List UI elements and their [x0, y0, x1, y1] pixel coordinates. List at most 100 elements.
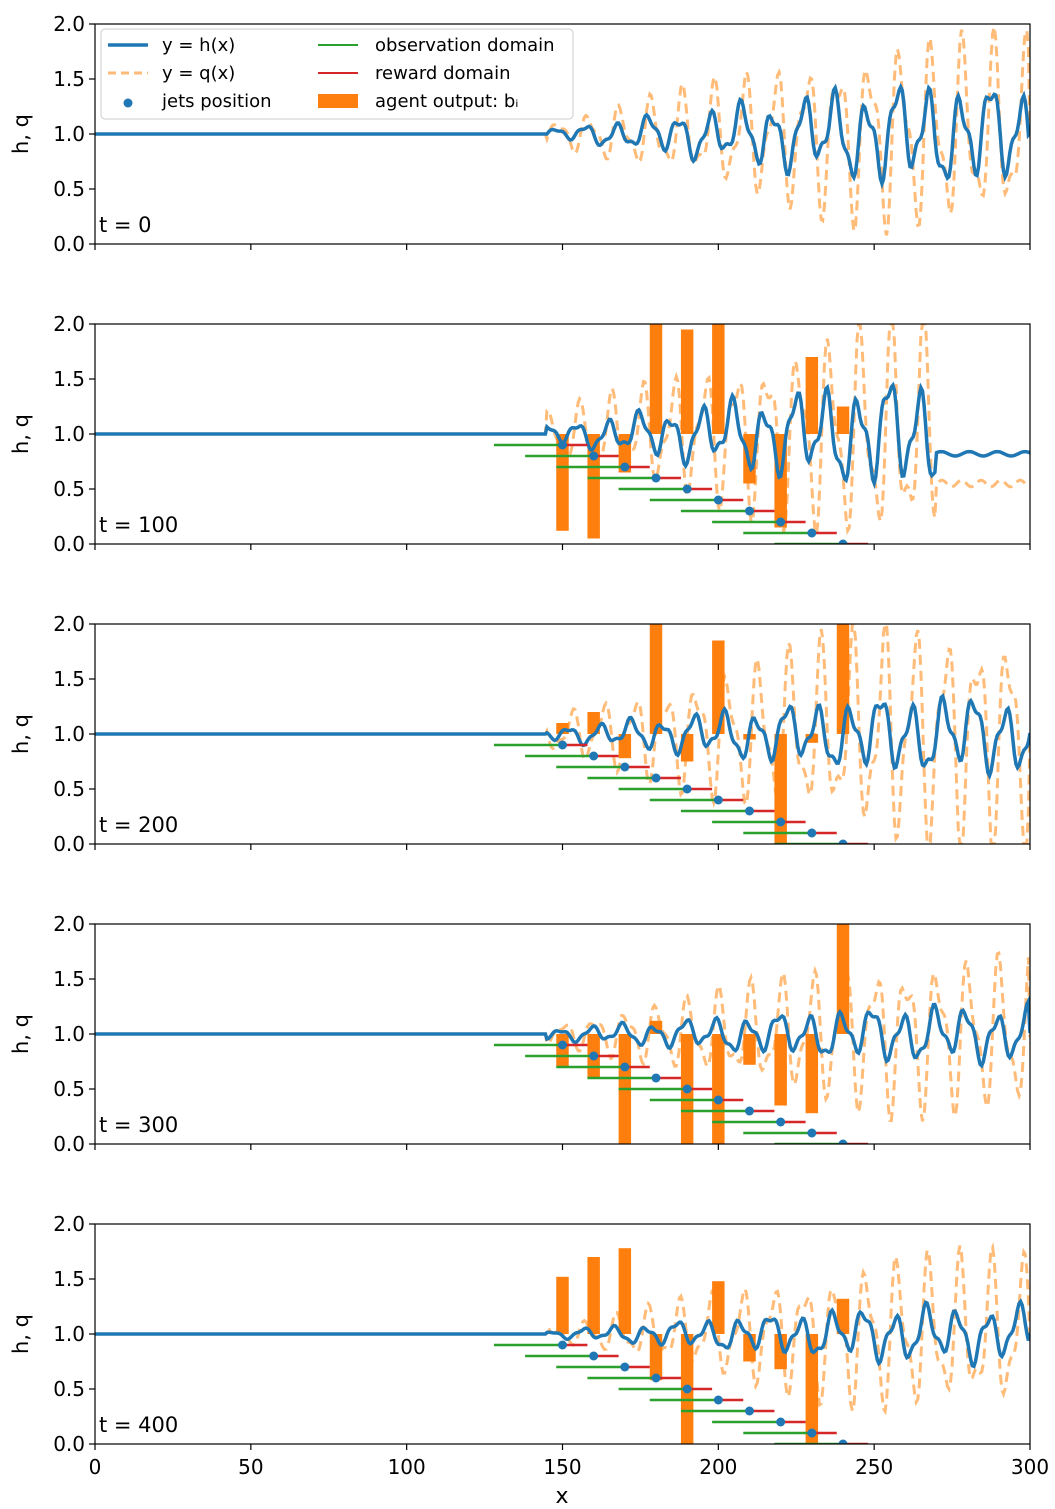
- jet-marker: [745, 1407, 754, 1416]
- agent-output-bar: [806, 357, 818, 434]
- y-tick-label: 2.0: [53, 12, 85, 36]
- legend-swatch-marker: [124, 99, 133, 108]
- y-tick-label: 2.0: [53, 912, 85, 936]
- jet-marker: [589, 752, 598, 761]
- y-tick-label: 1.5: [53, 667, 85, 691]
- panel-time-label: t = 0: [99, 213, 152, 237]
- jet-marker: [652, 1074, 661, 1083]
- jet-marker: [589, 452, 598, 461]
- panel-time-label: t = 200: [99, 813, 178, 837]
- agent-output-bar: [650, 624, 662, 734]
- legend-label: jets position: [161, 91, 272, 112]
- jet-marker: [683, 1385, 692, 1394]
- panel-time-label: t = 100: [99, 513, 178, 537]
- legend-label: agent output: bᵢ: [375, 91, 519, 112]
- agent-output-bar: [556, 1277, 568, 1334]
- plot-area: [95, 1246, 1030, 1449]
- x-tick-label: 300: [1011, 1455, 1049, 1479]
- jet-marker: [558, 441, 567, 450]
- y-tick-label: 1.5: [53, 367, 85, 391]
- panels: 0.0 0.5 1.0 1.5 2.0 h, q t = 0 y = h(x) y = q(x)…: [9, 12, 1049, 1479]
- y-axis-label: h, q: [9, 1014, 33, 1054]
- jet-marker: [589, 1052, 598, 1061]
- y-tick-label: 0.0: [53, 1432, 85, 1456]
- y-tick-label: 2.0: [53, 612, 85, 636]
- panel-2: 0.0 0.5 1.0 1.5 2.0 h, q t = 200: [9, 612, 1030, 856]
- agent-output-bar: [774, 1034, 786, 1106]
- jet-marker: [776, 818, 785, 827]
- jet-marker: [652, 774, 661, 783]
- agent-output-bar: [587, 1257, 599, 1334]
- jet-marker: [683, 485, 692, 494]
- y-tick-label: 0.0: [53, 232, 85, 256]
- y-tick-label: 0.5: [53, 177, 85, 201]
- jet-marker: [807, 1129, 816, 1138]
- panel-time-label: t = 300: [99, 1113, 178, 1137]
- y-tick-label: 1.0: [53, 722, 85, 746]
- jet-marker: [807, 829, 816, 838]
- jet-marker: [807, 529, 816, 538]
- jet-marker: [558, 741, 567, 750]
- agent-output-bar: [837, 624, 849, 734]
- jet-marker: [745, 1107, 754, 1116]
- panel-0: 0.00.51.01.52.0h, qt = 0y = h(x)y = q(x)…: [9, 12, 1030, 256]
- agent-output-bar: [712, 1281, 724, 1334]
- agent-output-bar: [650, 1334, 662, 1380]
- panel-4: 0.00.51.01.52.0h, q0 50 100 150 200 250 300t =…: [9, 1212, 1049, 1479]
- y-tick-label: 2.0: [53, 312, 85, 336]
- plot-area: [95, 324, 1030, 549]
- agent-output-bar: [650, 324, 662, 434]
- jet-marker: [745, 807, 754, 816]
- y-tick-label: 1.0: [53, 1022, 85, 1046]
- jet-marker: [745, 507, 754, 516]
- agent-output-bar: [806, 1034, 818, 1113]
- jet-marker: [807, 1429, 816, 1438]
- y-tick-label: 1.0: [53, 1322, 85, 1346]
- plot-area: [95, 924, 1030, 1149]
- y-tick-label: 0.0: [53, 832, 85, 856]
- jet-marker: [714, 1396, 723, 1405]
- jet-marker: [589, 1352, 598, 1361]
- x-tick-label: 150: [543, 1455, 581, 1479]
- jet-marker: [776, 1418, 785, 1427]
- jet-marker: [714, 496, 723, 505]
- y-axis-label: h, q: [9, 114, 33, 154]
- jet-marker: [620, 1063, 629, 1072]
- legend-swatch-patch: [318, 94, 358, 108]
- panel-3: 0.00.51.01.52.0h, qt = 300: [9, 912, 1030, 1156]
- y-tick-label: 1.5: [53, 1267, 85, 1291]
- x-axis-label: x: [555, 1484, 568, 1509]
- x-tick-label: 250: [855, 1455, 893, 1479]
- plot-area: [95, 624, 1030, 849]
- jet-marker: [683, 785, 692, 794]
- legend-label: y = q(x): [162, 63, 235, 84]
- y-tick-label: 0.5: [53, 1377, 85, 1401]
- agent-output-bar: [743, 1034, 755, 1065]
- y-tick-label: 1.0: [53, 422, 85, 446]
- agent-output-bar: [619, 1248, 631, 1334]
- panel-1: 0.0 0.5 1.0 1.5 2.0 h, q t = 100: [9, 312, 1030, 556]
- jet-marker: [714, 796, 723, 805]
- y-axis-label: h, q: [9, 714, 33, 754]
- agent-output-bar: [837, 407, 849, 435]
- x-tick-label: 50: [238, 1455, 263, 1479]
- jet-marker: [652, 474, 661, 483]
- jet-marker: [776, 518, 785, 527]
- jet-marker: [652, 1374, 661, 1383]
- jet-marker: [620, 763, 629, 772]
- y-tick-label: 2.0: [53, 1212, 85, 1236]
- y-axis-label: h, q: [9, 414, 33, 454]
- y-tick-label: 0.0: [53, 532, 85, 556]
- agent-output-bar: [712, 1034, 724, 1144]
- legend-label: y = h(x): [162, 35, 235, 56]
- y-tick-label: 0.5: [53, 1077, 85, 1101]
- y-axis-label: h, q: [9, 1314, 33, 1354]
- jet-marker: [558, 1341, 567, 1350]
- x-tick-label: 0: [89, 1455, 102, 1479]
- agent-output-bar: [681, 330, 693, 435]
- y-tick-label: 0.5: [53, 777, 85, 801]
- x-tick-label: 100: [388, 1455, 426, 1479]
- x-tick-label: 200: [699, 1455, 737, 1479]
- jet-marker: [620, 463, 629, 472]
